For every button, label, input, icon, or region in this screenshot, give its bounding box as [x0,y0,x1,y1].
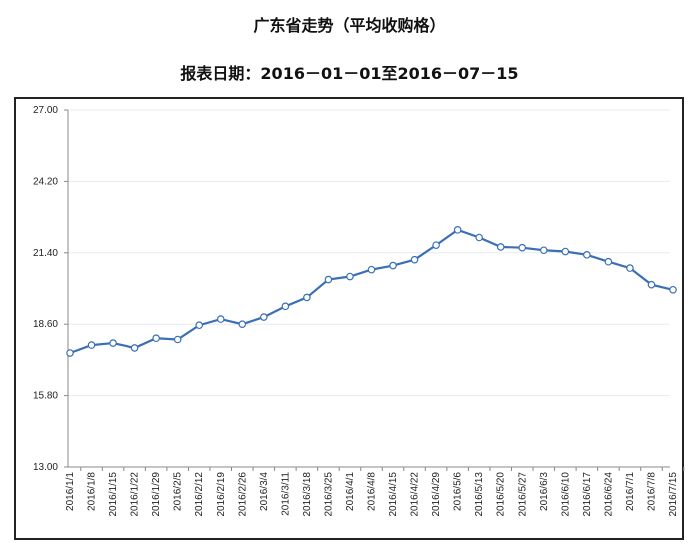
x-tick-label: 2016/1/15 [108,472,119,517]
x-tick-label: 2016/4/15 [388,472,399,517]
data-point [324,275,333,284]
data-point [66,349,74,357]
x-tick-label: 2016/5/27 [517,472,528,517]
data-point [173,335,182,344]
data-point [410,255,419,264]
data-point [152,334,160,343]
data-point [87,341,96,349]
data-point [583,251,591,259]
data-point [647,280,656,289]
y-tick-label: 15.80 [33,391,58,402]
x-tick-label: 2016/1/22 [130,472,141,517]
x-tick-label: 2016/4/29 [431,472,442,517]
y-tick-label: 21.40 [33,248,58,259]
x-tick-label: 2016/4/1 [345,472,356,511]
x-tick-label: 2016/2/19 [216,472,227,517]
chart-frame [14,97,684,540]
chart-title: 广东省走势（平均收购格） [253,16,446,35]
x-tick-label: 2016/2/26 [237,472,248,517]
data-point [496,243,505,251]
x-tick-label: 2016/2/12 [194,472,205,517]
data-point [109,339,117,347]
x-tick-label: 2016/3/4 [259,472,270,511]
x-tick-label: 2016/3/11 [280,472,291,516]
x-tick-label: 2016/5/20 [496,472,507,517]
data-point [195,321,204,330]
x-tick-label: 2016/1/1 [65,472,76,511]
x-tick-label: 2016/1/29 [151,472,162,517]
data-point [518,243,527,252]
data-point [475,233,483,242]
x-tick-label: 2016/2/5 [173,472,184,511]
data-point [303,293,311,302]
data-point [281,302,290,311]
data-point [216,315,225,323]
x-tick-label: 2016/6/24 [603,472,614,517]
x-tick-label: 2016/6/10 [560,472,571,517]
data-point [130,344,139,352]
x-tick-label: 2016/6/17 [582,472,593,517]
data-point [453,226,462,234]
series-line [69,228,674,355]
data-point [604,257,613,266]
chart-subtitle: 报表日期：2016－01－01至2016－07－15 [180,64,519,83]
data-point [669,285,677,294]
x-tick-label: 2016/1/8 [87,472,98,511]
data-point [346,272,354,281]
x-tick-label: 2016/5/6 [453,472,464,511]
x-tick-label: 2016/4/22 [410,472,421,517]
y-tick-label: 13.00 [33,462,58,473]
x-tick-label: 2016/7/1 [625,472,636,511]
y-tick-label: 18.60 [33,319,58,330]
data-point [260,313,268,321]
data-point [389,261,397,270]
data-point [626,264,634,272]
data-point [432,241,440,249]
x-tick-label: 2016/7/8 [646,472,657,511]
y-tick-label: 27.00 [33,105,58,116]
data-point [367,265,376,274]
data-point [238,320,247,329]
x-tick-label: 2016/3/18 [302,472,313,517]
x-tick-label: 2016/3/25 [323,472,334,517]
x-tick-label: 2016/7/15 [668,472,679,517]
data-point [539,246,548,255]
x-tick-label: 2016/4/8 [367,472,378,511]
x-tick-label: 2016/5/13 [474,472,485,517]
data-point [561,247,570,256]
x-tick-label: 2016/6/3 [539,472,550,511]
y-tick-label: 24.20 [33,176,58,187]
